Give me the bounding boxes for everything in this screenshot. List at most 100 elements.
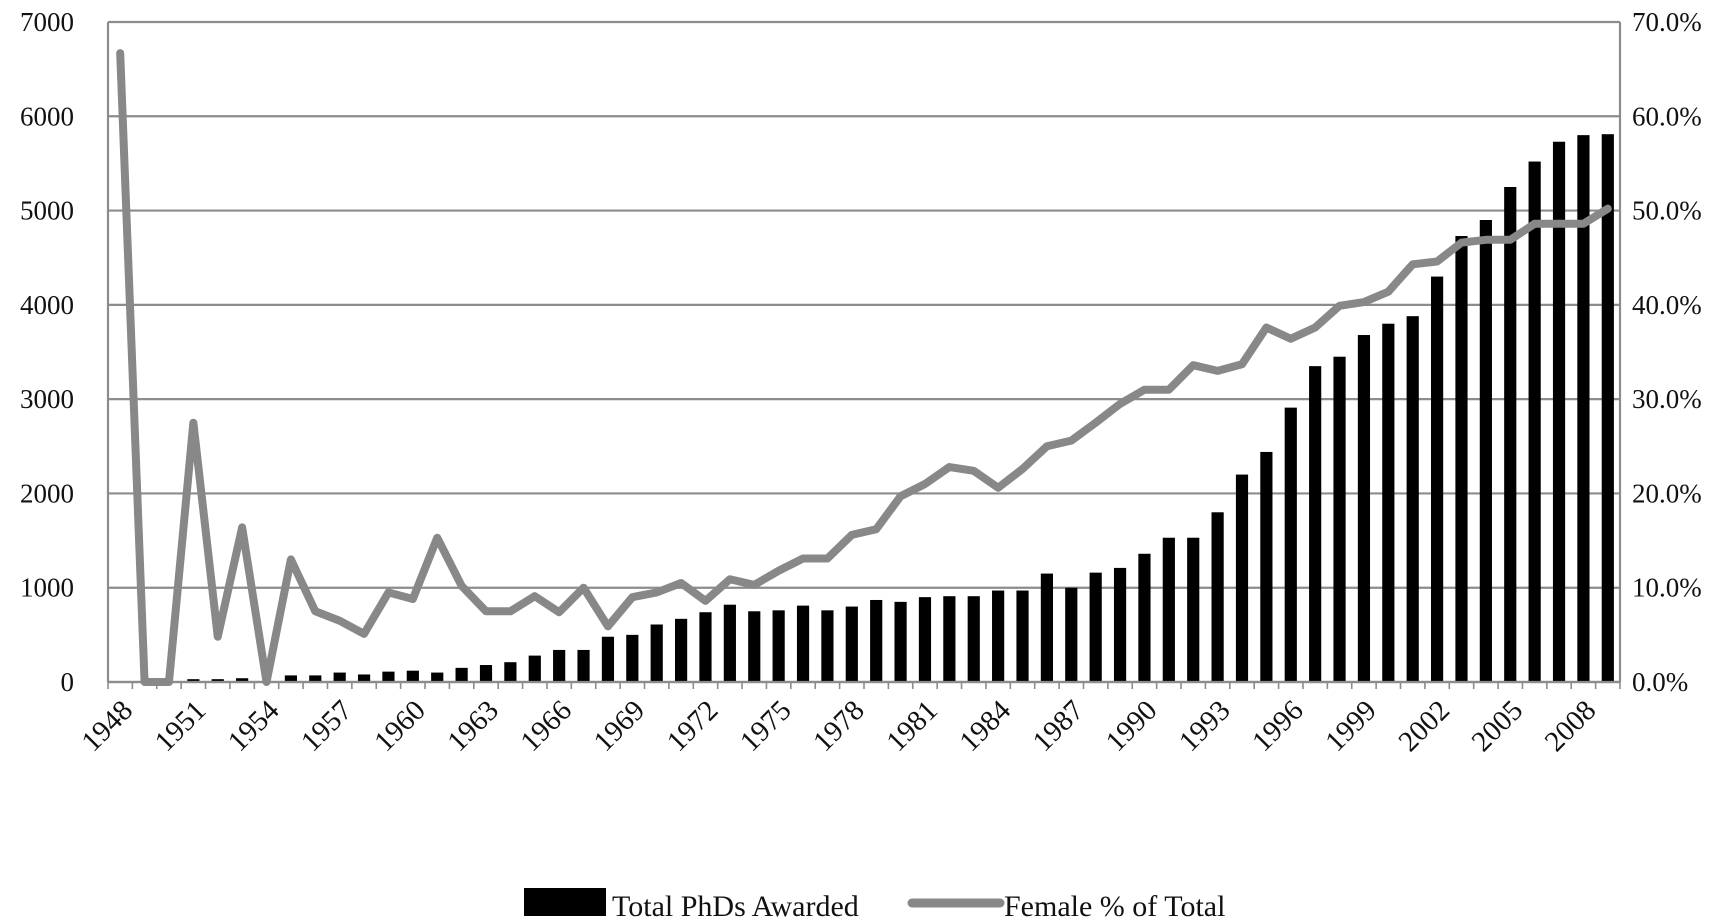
y-right-tick-label: 30.0%: [1632, 384, 1702, 414]
bar-1962: [455, 667, 468, 682]
y-left-tick-label: 5000: [20, 196, 74, 226]
x-tick-label-1963: 1963: [441, 694, 505, 758]
bar-1989: [1113, 567, 1127, 682]
female-pct-line: [116, 49, 1612, 686]
x-tick-label-1954: 1954: [222, 694, 286, 758]
bar-1951: [187, 679, 200, 682]
bar-1970: [650, 624, 663, 682]
bar-1982: [943, 596, 956, 682]
legend-swatch-total-phds: [524, 888, 606, 916]
x-tick-label-1948: 1948: [76, 694, 140, 758]
bar-1973: [723, 604, 736, 682]
gridlines: [108, 20, 1620, 684]
bar-2003: [1455, 236, 1468, 682]
bar-1963: [479, 665, 493, 682]
bar-1994: [1235, 474, 1249, 682]
bar-2000: [1382, 323, 1395, 682]
bar-2001: [1406, 316, 1419, 682]
bar-2008: [1577, 135, 1590, 682]
bar-1966: [553, 649, 566, 682]
bar-1981: [918, 597, 932, 682]
bar-1999: [1357, 335, 1371, 682]
x-tick-label-1990: 1990: [1100, 694, 1164, 758]
bar-1968: [601, 636, 615, 682]
bar-1974: [748, 611, 761, 682]
x-axis-labels: 1948 1951 1954 1957 1960 1963 1966 1969 1972 1975…: [76, 694, 1603, 758]
bar-1998: [1333, 356, 1346, 682]
x-tick-label-1981: 1981: [880, 694, 944, 758]
bar-1960: [406, 670, 419, 682]
y-axis-left-labels: 0 1000 2000 3000 4000 5000 6000 7000: [20, 7, 74, 697]
x-tick-label-1957: 1957: [295, 694, 359, 758]
bar-series-total-phds: [187, 134, 1614, 683]
bar-1993: [1211, 512, 1224, 682]
bar-1985: [1016, 590, 1029, 682]
x-tick-label-1972: 1972: [661, 694, 725, 758]
bar-2006: [1528, 161, 1541, 683]
bar-1959: [382, 671, 395, 682]
bar-1978: [845, 606, 858, 682]
bar-1972: [699, 612, 712, 682]
bar-1957: [333, 672, 346, 682]
x-tick-label-1978: 1978: [807, 694, 871, 758]
bar-1979: [870, 599, 883, 682]
bar-1990: [1138, 553, 1151, 682]
bar-1996: [1284, 407, 1297, 682]
bar-1975: [772, 610, 785, 682]
bar-1987: [1065, 587, 1078, 682]
x-tick-label-2008: 2008: [1539, 694, 1603, 758]
bar-1964: [504, 662, 517, 682]
bar-1983: [967, 596, 980, 682]
x-tick-label-1987: 1987: [1027, 694, 1091, 758]
y-axis-right-labels: 0.0% 10.0% 20.0% 30.0% 40.0% 50.0% 60.0% 70.0%: [1632, 7, 1702, 697]
y-right-tick-label: 40.0%: [1632, 290, 1702, 320]
line-series-female-pct: [116, 49, 1612, 686]
y-left-tick-label: 6000: [20, 101, 74, 131]
bar-1953: [236, 678, 249, 682]
y-right-tick-label: 50.0%: [1632, 196, 1702, 226]
y-left-tick-label: 7000: [20, 7, 74, 37]
bar-1992: [1187, 537, 1200, 682]
bar-1980: [894, 601, 907, 682]
y-right-tick-label: 20.0%: [1632, 478, 1702, 508]
x-tick-label-1984: 1984: [953, 694, 1017, 758]
legend-label-female-pct: Female % of Total: [1004, 890, 1225, 923]
x-tick-label-1966: 1966: [514, 694, 578, 758]
bar-1988: [1089, 572, 1102, 682]
bar-1955: [284, 675, 297, 682]
y-left-tick-label: 3000: [20, 384, 74, 414]
bar-2009: [1601, 134, 1614, 682]
y-left-tick-label: 0: [61, 667, 75, 697]
y-right-tick-label: 0.0%: [1632, 667, 1688, 697]
bar-2002: [1431, 276, 1444, 682]
x-tick-label-2005: 2005: [1466, 694, 1530, 758]
bar-1984: [992, 590, 1005, 682]
bar-1965: [528, 655, 541, 682]
x-tick-label-1975: 1975: [734, 694, 798, 758]
bar-1986: [1040, 573, 1053, 682]
x-tick-label-1996: 1996: [1246, 694, 1310, 758]
y-right-tick-label: 70.0%: [1632, 7, 1702, 37]
legend: Total PhDs Awarded Female % of Total: [524, 888, 1225, 923]
bar-1961: [431, 672, 444, 682]
x-tick-label-1960: 1960: [368, 694, 432, 758]
bar-1967: [577, 649, 590, 682]
bar-1991: [1162, 537, 1175, 682]
axes: [106, 22, 1622, 689]
bar-2007: [1552, 141, 1566, 683]
bar-1952: [211, 679, 224, 682]
x-tick-label-1951: 1951: [149, 694, 213, 758]
bar-1958: [357, 674, 371, 682]
bar-2005: [1504, 187, 1517, 682]
y-left-tick-label: 1000: [20, 573, 74, 603]
x-tick-label-2002: 2002: [1392, 694, 1456, 758]
y-left-tick-label: 2000: [20, 478, 74, 508]
y-right-tick-label: 10.0%: [1632, 573, 1702, 603]
x-tick-label-1999: 1999: [1319, 694, 1383, 758]
legend-label-total-phds: Total PhDs Awarded: [612, 890, 859, 923]
bar-1956: [309, 675, 322, 682]
bar-1969: [626, 634, 639, 682]
x-tick-label-1993: 1993: [1173, 694, 1237, 758]
bar-1977: [821, 610, 834, 682]
